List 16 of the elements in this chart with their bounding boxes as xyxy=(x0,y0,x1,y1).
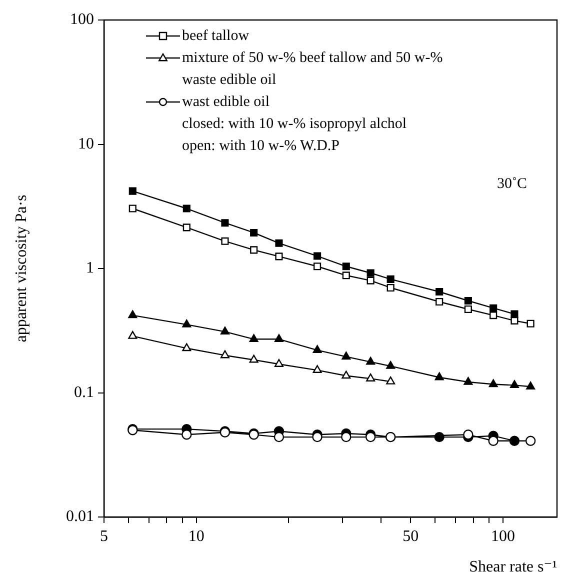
y-tick-label: 1 xyxy=(86,260,94,277)
y-tick-label: 0.01 xyxy=(66,508,94,526)
y-tick-label: 0.1 xyxy=(74,384,94,401)
x-tick-label: 50 xyxy=(402,528,419,545)
x-tick-label: 10 xyxy=(188,528,204,545)
annotation: open: with 10 w-% W.D.P xyxy=(182,138,340,154)
y-tick-label: 100 xyxy=(70,11,94,28)
x-axis-title: Shear rate s⁻¹ xyxy=(469,558,558,576)
x-tick-label: 100 xyxy=(490,528,515,545)
annotation: closed: with 10 w-% isopropyl alchol xyxy=(182,116,407,132)
annotation: 30˚C xyxy=(497,176,527,192)
legend-label: beef tallow xyxy=(182,28,250,44)
legend-label: wast edible oil xyxy=(182,94,270,110)
x-tick-label: 5 xyxy=(100,528,108,545)
y-axis-title: apparent viscosity Pa·s xyxy=(12,194,30,342)
y-tick-label: 10 xyxy=(78,135,94,152)
